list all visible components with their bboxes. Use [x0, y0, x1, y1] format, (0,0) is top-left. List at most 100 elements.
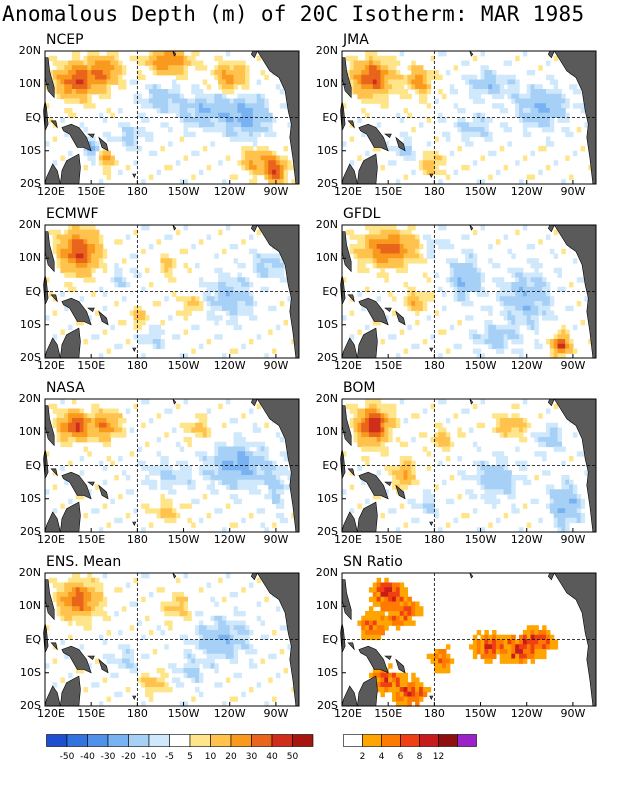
field-cell [222, 117, 227, 123]
panel-sn-ratio [340, 572, 597, 707]
field-cell [252, 141, 258, 147]
field-cell [495, 460, 501, 467]
field-cell [407, 146, 412, 152]
field-cell [133, 305, 138, 312]
field-cell [272, 169, 277, 176]
field-cell [465, 267, 470, 274]
field-cell [576, 517, 582, 524]
field-cell [515, 649, 520, 655]
field-cell [445, 277, 451, 283]
field-cell [145, 573, 150, 579]
field-cell [392, 253, 397, 259]
field-cell [503, 649, 509, 655]
field-cell [98, 79, 104, 85]
field-cell [202, 470, 208, 476]
field-cell [522, 225, 528, 231]
field-cell [353, 55, 358, 62]
field-cell [64, 70, 69, 76]
field-cell [580, 146, 586, 152]
field-cell [75, 263, 81, 269]
field-cell [137, 98, 142, 104]
field-cell [102, 155, 108, 161]
field-cell [141, 127, 146, 133]
field-cell [195, 668, 200, 674]
field-cell [95, 146, 100, 152]
field-cell [248, 451, 254, 457]
field-cell [534, 329, 539, 335]
field-cell [353, 432, 358, 438]
field-cell [384, 253, 389, 259]
field-cell [534, 339, 539, 345]
field-cell [499, 456, 505, 462]
field-cell [68, 592, 73, 598]
field-cell [168, 258, 173, 264]
field-cell [191, 427, 196, 433]
field-cell [133, 146, 138, 152]
field-cell [79, 408, 85, 414]
field-cell [229, 653, 235, 660]
field-cell [172, 263, 177, 269]
field-cell [372, 244, 378, 250]
field-cell [148, 522, 154, 528]
field-cell [225, 60, 231, 66]
field-cell [79, 296, 85, 302]
field-cell [75, 93, 81, 100]
field-cell [469, 282, 474, 288]
field-cell [449, 84, 455, 90]
field-cell [392, 65, 397, 71]
field-cell [225, 446, 231, 452]
field-cell [434, 74, 439, 81]
field-cell [195, 93, 200, 100]
field-cell [538, 310, 543, 316]
field-cell [148, 339, 154, 345]
field-cell [534, 625, 539, 631]
field-cell [495, 334, 501, 340]
field-cell [418, 432, 424, 438]
field-cell [218, 334, 223, 340]
field-cell [195, 611, 200, 617]
field-cell [399, 248, 405, 255]
field-cells [45, 51, 300, 185]
field-cell [106, 89, 112, 95]
field-cell [87, 577, 92, 584]
field-cell [148, 691, 154, 698]
field-cell [530, 286, 536, 293]
field-cell [388, 422, 393, 429]
field-cell [87, 427, 92, 433]
field-cell [476, 127, 482, 133]
field-cell [445, 131, 451, 138]
field-cell [252, 98, 258, 104]
field-cell [118, 691, 123, 698]
field-cell [75, 582, 81, 588]
field-cell [349, 74, 355, 81]
field-cell [272, 460, 277, 467]
field-cell [572, 432, 578, 438]
field-cell [87, 489, 92, 495]
field-cell [102, 55, 108, 62]
field-cell [198, 93, 204, 100]
field-cell [453, 413, 459, 419]
field-cell [133, 324, 138, 331]
field-cell [380, 165, 385, 171]
field-cell [198, 691, 204, 698]
field-cell [145, 334, 150, 340]
field-cell [545, 74, 551, 81]
field-cell [229, 103, 235, 109]
field-cell [83, 601, 88, 607]
field-cell [152, 324, 158, 331]
field-cell [572, 484, 578, 490]
field-cell [480, 131, 485, 138]
field-cell [530, 282, 536, 288]
field-cell [264, 122, 269, 128]
field-cell [422, 408, 428, 414]
field-cell [279, 437, 285, 443]
field-cell [87, 98, 92, 104]
field-cell [164, 508, 169, 514]
field-cell [248, 663, 254, 669]
field-cell [449, 475, 455, 481]
field-cell [133, 55, 138, 62]
field-cell [256, 427, 262, 433]
land-mass [341, 337, 358, 359]
field-cell [168, 55, 173, 62]
field-cell [202, 282, 208, 288]
